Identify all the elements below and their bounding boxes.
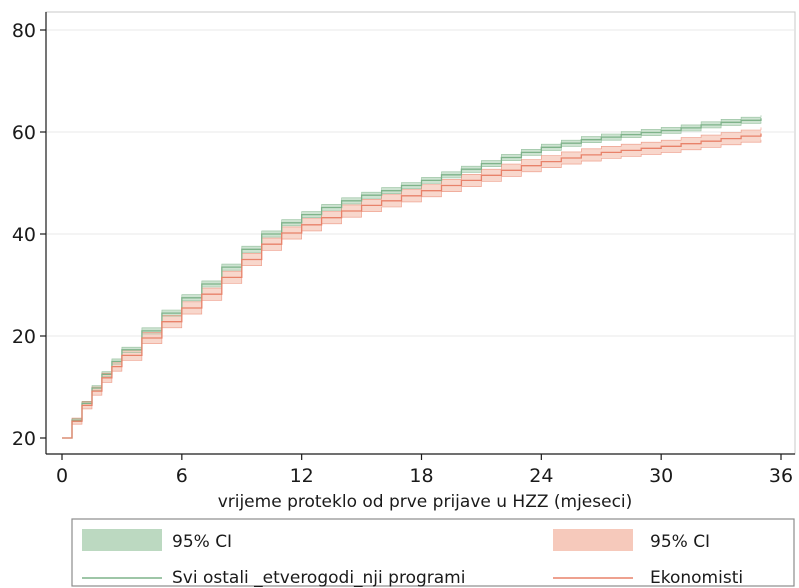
legend-label-ci-orange: 95% CI — [650, 532, 710, 552]
x-tick-label: 30 — [649, 465, 673, 487]
axis-layer: 20 20 40 60 80 0 6 12 18 24 30 36 — [12, 12, 795, 487]
series-line-svi-ostali — [62, 118, 762, 439]
ci-lower-ekonomisti — [62, 139, 762, 439]
legend: 95% CI 95% CI Svi ostali _etverogodi_nji… — [71, 518, 795, 588]
legend-frame — [71, 518, 795, 587]
y-tick-label: 20 — [12, 326, 36, 348]
series-line-ekonomisti — [62, 133, 762, 439]
legend-label-ekonomisti: Ekonomisti — [650, 568, 743, 588]
series-line-layer — [62, 115, 762, 439]
grid-layer — [47, 29, 794, 337]
y-tick-label: 20 — [12, 428, 36, 450]
y-tick-label: 60 — [12, 122, 36, 144]
x-tick-label: 6 — [176, 465, 188, 487]
y-tick-label: 40 — [12, 224, 36, 246]
x-tick-label: 18 — [409, 465, 433, 487]
x-axis-title: vrijeme proteklo od prve prijave u HZZ (… — [218, 492, 633, 512]
ci-upper-svi-ostali — [62, 115, 762, 439]
x-tick-label: 24 — [529, 465, 553, 487]
legend-label-ci-green: 95% CI — [172, 532, 232, 552]
legend-swatch-ci-green — [82, 529, 162, 551]
legend-swatch-ci-orange — [553, 529, 633, 551]
x-tick-label: 0 — [56, 465, 68, 487]
x-tick-label: 12 — [290, 465, 314, 487]
y-tick-label: 80 — [12, 20, 36, 42]
legend-label-svi-ostali: Svi ostali _etverogodi_nji programi — [172, 568, 465, 588]
plot-background — [46, 12, 795, 454]
x-tick-label: 36 — [769, 465, 793, 487]
